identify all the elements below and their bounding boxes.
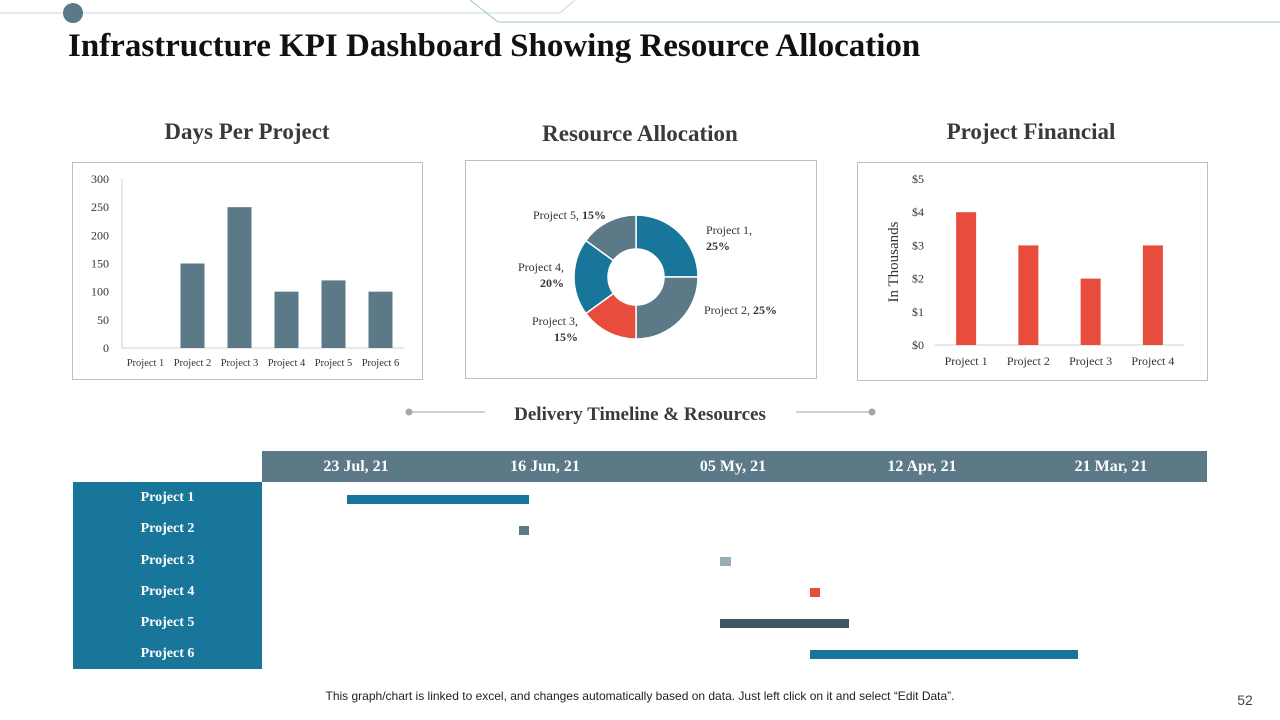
slice-pct-label: 25% [706, 239, 730, 253]
y-tick-label: $3 [912, 238, 924, 252]
gantt-bar [518, 525, 529, 535]
bar [321, 280, 346, 348]
gantt-row-label: Project 1 [140, 490, 195, 505]
footnote: This graph/chart is linked to excel, and… [325, 689, 955, 703]
x-tick-label: Project 2 [1007, 354, 1050, 368]
gantt-bar [720, 556, 731, 566]
gantt-bar [809, 650, 1078, 660]
y-tick-label: 50 [97, 313, 109, 327]
gantt-row-label: Project 5 [140, 615, 195, 630]
slice-label: Project 1, [706, 223, 752, 237]
slice-label: Project 3, [532, 314, 578, 328]
y-tick-label: $4 [912, 205, 924, 219]
gantt-date-1: 23 Jul, 21 [323, 458, 389, 475]
page-title: Infrastructure KPI Dashboard Showing Res… [68, 28, 921, 64]
slice-label: Project 2, 25% [704, 303, 777, 317]
donut-slice [584, 214, 637, 262]
gantt-bar [346, 494, 529, 504]
bar [1080, 278, 1101, 345]
page-number: 52 [1237, 692, 1253, 708]
y-tick-label: 0 [103, 341, 109, 355]
timeline-title-decoration [405, 408, 876, 416]
x-tick-label: Project 4 [268, 358, 306, 369]
gantt-bar [809, 588, 821, 598]
y-tick-label: 150 [91, 257, 109, 271]
x-tick-label: Project 5 [315, 358, 353, 369]
gantt-date-3: 05 My, 21 [699, 458, 767, 475]
bar [180, 263, 205, 348]
slice-pct-label: 20% [540, 276, 564, 290]
chart-title-financial: Project Financial [946, 119, 1116, 144]
chart-title-days: Days Per Project [164, 119, 330, 144]
x-tick-label: Project 6 [362, 358, 400, 369]
x-tick-label: Project 4 [1131, 354, 1174, 368]
x-tick-label: Project 1 [127, 358, 165, 369]
slice-label: Project 4, [518, 260, 564, 274]
y-tick-label: 100 [91, 285, 109, 299]
bar [1018, 245, 1039, 345]
x-tick-label: Project 3 [1069, 354, 1112, 368]
bar [368, 291, 393, 348]
bar [1142, 245, 1163, 345]
gantt-date-header: 23 Jul, 21 16 Jun, 21 05 My, 21 12 Apr, … [262, 451, 1207, 482]
y-tick-label: $2 [912, 272, 924, 286]
days-chart-panel: 0 50 100 150 200 250 300 Project 1 Project 2 Proj… [72, 162, 423, 380]
gantt-row-label: Project 6 [140, 646, 195, 661]
x-tick-label: Project 2 [174, 358, 212, 369]
financial-chart-panel: $0 $1 $2 $3 $4 $5 In Thousands Project 1 Project… [857, 162, 1208, 381]
y-tick-label: $0 [912, 338, 924, 352]
header-dot-icon [63, 3, 83, 23]
resource-allocation-chart: Project 1, 25% Project 2, 25% Project 3, 15%… [518, 208, 777, 344]
gantt-row-labels: Project 1 Project 2 Project 3 Project 4 … [73, 482, 262, 669]
gantt-bar [720, 619, 850, 629]
donut-slice [635, 214, 699, 278]
timeline-title: Delivery Timeline & Resources [514, 404, 766, 425]
days-per-project-chart: 0 50 100 150 200 250 300 Project 1 Project 2 Proj… [91, 172, 404, 369]
gantt-bar-area [262, 482, 1207, 669]
donut-slice [635, 276, 699, 340]
slice-label: Project 5, 15% [533, 208, 606, 222]
y-tick-label: $5 [912, 172, 924, 186]
bar [956, 212, 977, 345]
resource-chart-panel: Project 1, 25% Project 2, 25% Project 3, 15%… [465, 160, 817, 379]
gantt-date-4: 12 Apr, 21 [887, 458, 957, 475]
gantt-date-5: 21 Mar, 21 [1074, 458, 1148, 475]
bar [274, 291, 299, 348]
y-tick-label: $1 [912, 305, 924, 319]
chart-title-resource: Resource Allocation [542, 121, 738, 146]
gantt-date-2: 16 Jun, 21 [510, 458, 580, 475]
x-tick-label: Project 1 [945, 354, 988, 368]
slice-pct-label: 15% [554, 330, 578, 344]
gantt-row-label: Project 3 [140, 553, 195, 568]
y-tick-label: 300 [91, 172, 109, 186]
header-decoration [0, 0, 1280, 23]
y-tick-label: 200 [91, 228, 109, 242]
y-axis-title: In Thousands [886, 221, 902, 302]
y-tick-label: 250 [91, 200, 109, 214]
gantt-row-label: Project 4 [140, 584, 195, 599]
x-tick-label: Project 3 [221, 358, 259, 369]
gantt-row-label: Project 2 [140, 521, 195, 536]
project-financial-chart: $0 $1 $2 $3 $4 $5 In Thousands Project 1 Project… [886, 172, 1184, 368]
bar [227, 207, 252, 348]
